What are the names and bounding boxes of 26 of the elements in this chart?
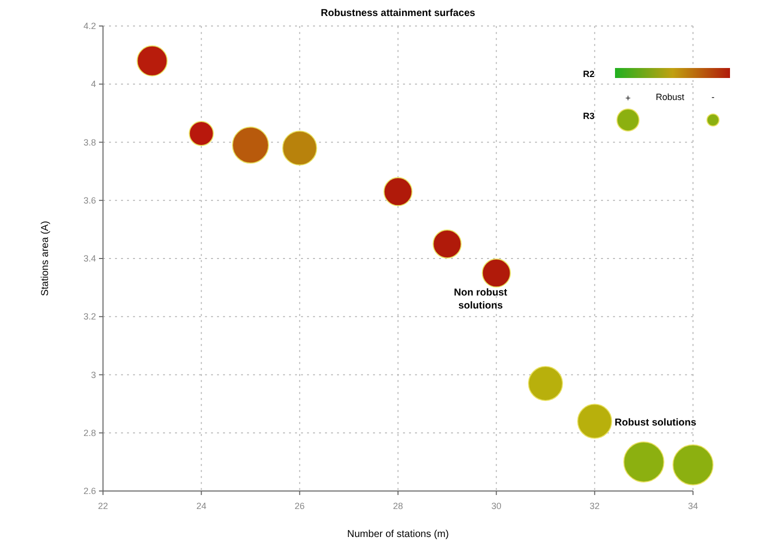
annotation: Robust solutions: [614, 417, 697, 428]
x-tick-label: 24: [196, 501, 206, 511]
y-tick-label: 3.8: [83, 137, 96, 148]
x-tick-label: 30: [491, 501, 502, 511]
text: -: [712, 92, 714, 102]
y-tick-label: 3.6: [83, 195, 96, 206]
y-axis-title: Stations area (A): [40, 220, 51, 296]
x-tick-label: 34: [688, 501, 698, 511]
x-tick-label: 28: [392, 501, 404, 511]
y-tick-label: 3: [90, 370, 96, 380]
y-tick-label: 3.4: [83, 254, 96, 264]
y-tick-label: 3.2: [83, 312, 96, 322]
annotation: Non robust solutions: [454, 288, 508, 312]
y-tick-label: 2.6: [83, 486, 96, 496]
x-tick-label: 22: [98, 501, 108, 511]
y-tick-label: 4.2: [83, 21, 96, 31]
chart-title: Robustness attainment surfaces: [320, 8, 476, 19]
y-tick-label: 4: [90, 79, 96, 90]
y-tick-label: 2.8: [83, 428, 96, 438]
annotation: R2: [583, 69, 595, 79]
annotation: Robust: [656, 92, 685, 102]
x-axis-title: Number of stations (m): [347, 529, 449, 540]
x-tick-label: 32: [590, 501, 600, 511]
annotation: R3: [583, 111, 595, 121]
annotation: +: [625, 93, 631, 103]
x-tick-label: 26: [294, 501, 305, 511]
